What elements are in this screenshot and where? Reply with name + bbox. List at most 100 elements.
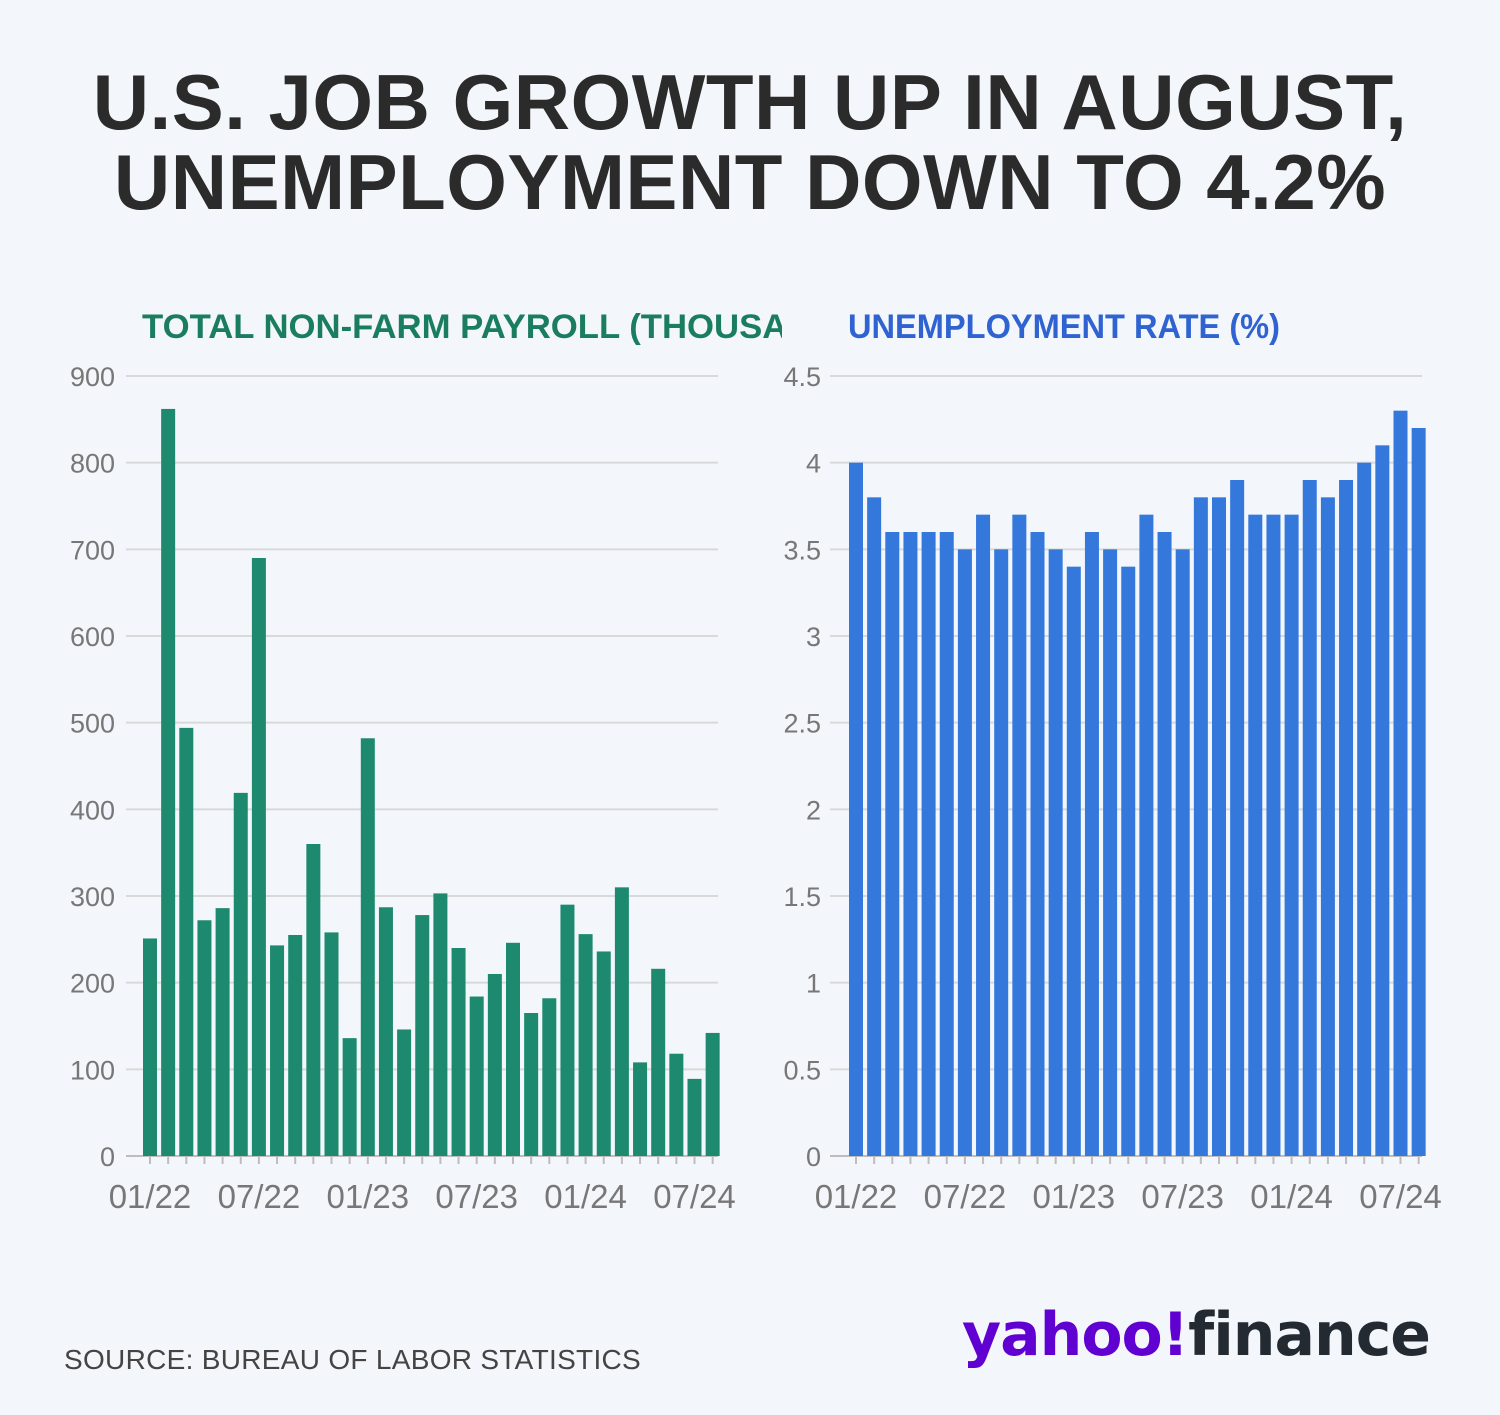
payroll-y-tick-label: 700 [70, 535, 115, 565]
unemployment-y-tick-label: 3.5 [783, 535, 821, 565]
logo-product: finance [1188, 1300, 1431, 1370]
payroll-bar [342, 1038, 357, 1156]
unemployment-bar [976, 514, 991, 1156]
payroll-bar [542, 998, 557, 1156]
payroll-y-tick-label: 0 [100, 1142, 115, 1172]
unemployment-bar [849, 462, 863, 1157]
unemployment-x-tick-label: 01/23 [1033, 1178, 1116, 1215]
unemployment-bar [1284, 514, 1299, 1156]
payroll-x-tick-label: 01/22 [109, 1178, 192, 1215]
payroll-bar [324, 932, 339, 1156]
unemployment-y-tick-label: 4.5 [783, 362, 821, 392]
payroll-x-tick-label: 01/23 [327, 1178, 410, 1215]
unemployment-bar [1139, 514, 1154, 1156]
unemployment-bar [1357, 462, 1372, 1157]
payroll-bar [143, 938, 157, 1156]
unemployment-bar [994, 549, 1009, 1156]
payroll-bar [197, 920, 212, 1156]
unemployment-x-tick-label: 07/23 [1141, 1178, 1224, 1215]
unemployment-bar [1175, 549, 1190, 1156]
payroll-bar [415, 915, 430, 1156]
unemployment-x-tick-label: 07/22 [924, 1178, 1007, 1215]
unemployment-bar [1411, 428, 1426, 1156]
payroll-bar [161, 408, 176, 1156]
payroll-bar [270, 945, 285, 1156]
unemployment-x-tick-label: 01/24 [1250, 1178, 1333, 1215]
payroll-y-tick-label: 900 [70, 362, 115, 392]
payroll-y-tick-label: 400 [70, 795, 115, 825]
source-note: SOURCE: BUREAU OF LABOR STATISTICS [64, 1344, 642, 1375]
payroll-y-tick-label: 600 [70, 622, 115, 652]
headline-line-1: U.S. JOB GROWTH UP IN AUGUST, [92, 58, 1408, 146]
payroll-bar [469, 996, 484, 1156]
headline: U.S. JOB GROWTH UP IN AUGUST, UNEMPLOYME… [0, 62, 1500, 222]
unemployment-y-tick-label: 0.5 [783, 1055, 821, 1085]
payroll-y-tick-label: 500 [70, 709, 115, 739]
unemployment-x-tick-label: 07/24 [1359, 1178, 1442, 1215]
unemployment-bar [1230, 480, 1245, 1156]
payroll-x-tick-label: 07/22 [218, 1178, 301, 1215]
payroll-chart-title: TOTAL NON-FARM PAYROLL (THOUSANI [142, 308, 822, 346]
unemployment-y-tick-label: 0 [806, 1142, 821, 1172]
unemployment-x-tick-label: 01/22 [815, 1178, 898, 1215]
unemployment-bar [885, 532, 900, 1156]
payroll-bar [288, 935, 303, 1156]
unemployment-bar [921, 532, 936, 1156]
payroll-bar [524, 1013, 539, 1156]
payroll-bar [451, 948, 466, 1156]
unemployment-bar [1375, 445, 1390, 1156]
payroll-bar [378, 907, 393, 1156]
unemployment-bar [957, 549, 972, 1156]
unemployment-bar [1302, 480, 1317, 1156]
unemployment-bar [867, 497, 882, 1156]
unemployment-chart-title: UNEMPLOYMENT RATE (%) [848, 308, 1280, 346]
unemployment-bar [1103, 549, 1118, 1156]
unemployment-bar [1320, 497, 1335, 1156]
payroll-y-tick-label: 200 [70, 969, 115, 999]
payroll-bar [397, 1029, 412, 1156]
unemployment-y-tick-label: 1.5 [783, 882, 821, 912]
payroll-bar [251, 558, 266, 1156]
payroll-bar [596, 951, 611, 1156]
payroll-bar [360, 738, 375, 1156]
payroll-bar [669, 1053, 684, 1156]
unemployment-bar [1248, 514, 1263, 1156]
unemployment-bar [1193, 497, 1208, 1156]
payroll-bar [215, 908, 230, 1156]
unemployment-bar [1066, 566, 1081, 1156]
payroll-bar [614, 887, 629, 1156]
unemployment-bar [1084, 532, 1099, 1156]
payroll-bar [179, 727, 194, 1156]
payroll-y-tick-label: 800 [70, 449, 115, 479]
logo-brand: yahoo! [962, 1300, 1189, 1370]
payroll-bar [233, 792, 248, 1156]
payroll-x-tick-label: 07/23 [435, 1178, 518, 1215]
payroll-bar [705, 1032, 720, 1156]
payroll-y-tick-label: 300 [70, 882, 115, 912]
payroll-bar [651, 968, 666, 1156]
payroll-bar [687, 1078, 702, 1156]
unemployment-y-tick-label: 1 [806, 969, 821, 999]
unemployment-bar [1121, 566, 1136, 1156]
payroll-bar [560, 904, 575, 1156]
payroll-bar [487, 974, 502, 1156]
payroll-bar [506, 942, 520, 1156]
headline-line-2: UNEMPLOYMENT DOWN TO 4.2% [113, 138, 1387, 226]
payroll-x-tick-label: 01/24 [544, 1178, 627, 1215]
payroll-bar [578, 934, 593, 1156]
unemployment-y-tick-label: 4 [806, 449, 821, 479]
yahoo-finance-logo: yahoo!finance [962, 1290, 1431, 1380]
payroll-bar [433, 893, 448, 1156]
unemployment-bar [939, 532, 954, 1156]
unemployment-bar [1012, 514, 1027, 1156]
payroll-bar [306, 844, 321, 1156]
payroll-bar [633, 1062, 648, 1156]
unemployment-bar [1339, 480, 1354, 1156]
unemployment-bar [1030, 532, 1045, 1156]
unemployment-y-tick-label: 2 [806, 795, 821, 825]
unemployment-bar [903, 532, 918, 1156]
unemployment-bar [1212, 497, 1226, 1156]
unemployment-y-tick-label: 3 [806, 622, 821, 652]
unemployment-bar [1266, 514, 1281, 1156]
